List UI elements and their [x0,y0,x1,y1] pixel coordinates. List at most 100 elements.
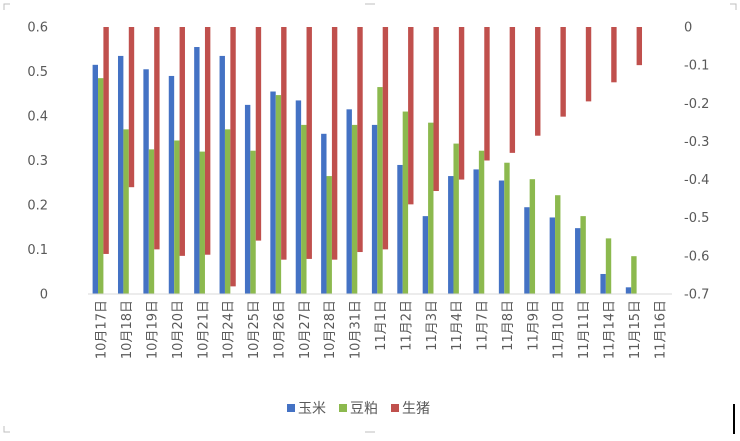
left-tick-label: 0.4 [27,110,48,125]
category-label: 10月20日 [171,300,186,359]
bar-玉米-10月20日 [168,75,175,294]
bar-豆粕-11月15日 [631,256,637,294]
bar-豆粕-10月19日 [148,149,155,294]
bar-生猪-10月17日 [103,27,109,254]
bar-豆粕-11月3日 [428,122,434,294]
bar-玉米-11月9日 [524,207,530,294]
bar-豆粕-10月20日 [174,140,180,294]
category-label: 10月26日 [272,300,287,359]
category-label: 11月14日 [603,300,618,359]
legend-label-豆粕: 豆粕 [350,401,378,417]
bar-豆粕-10月18日 [123,129,129,294]
bar-玉米-11月3日 [422,216,429,295]
category-label: 10月17日 [95,300,110,359]
left-tick-label: 0 [40,288,48,303]
bars-layer [92,27,643,295]
bar-豆粕-10月27日 [301,124,307,295]
bar-生猪-11月8日 [509,27,516,153]
bar-豆粕-10月24日 [224,129,231,294]
category-label: 11月1日 [374,300,389,351]
bar-玉米-11月4日 [448,176,454,294]
bar-豆粕-10月17日 [98,78,104,294]
bar-豆粕-11月4日 [453,143,459,294]
left-tick-label: 0.5 [27,65,48,80]
category-label: 10月18日 [120,300,135,359]
right-tick-label: -0.3 [684,135,709,150]
bar-玉米-10月31日 [346,109,352,294]
bar-生猪-10月31日 [357,27,363,253]
bar-玉米-11月8日 [498,180,505,294]
right-tick-label: 0 [684,21,692,36]
category-label: 11月2日 [399,300,414,351]
bar-玉米-10月18日 [117,55,124,294]
bar-生猪-11月3日 [433,27,439,192]
left-tick-label: 0.2 [27,199,48,214]
category-label: 11月16日 [653,300,668,359]
left-tick-label: 0.6 [27,21,48,36]
bar-生猪-10月28日 [331,27,338,260]
category-label: 11月7日 [476,300,491,351]
bar-豆粕-10月26日 [275,95,282,294]
category-label: 10月19日 [146,300,161,359]
bar-玉米-10月28日 [321,133,327,294]
bar-生猪-10月25日 [255,27,262,241]
bar-玉米-10月17日 [92,64,98,294]
bar-玉米-10月25日 [244,104,251,295]
category-label: 10月27日 [298,300,313,359]
category-label: 10月25日 [247,300,262,359]
legend-swatch-生猪 [391,404,399,412]
bar-生猪-10月20日 [179,27,185,256]
bar-玉米-11月7日 [473,169,479,294]
legend-swatch-豆粕 [339,404,347,412]
bar-玉米-10月19日 [143,69,149,294]
category-label: 10月24日 [222,300,237,359]
legend-swatch-玉米 [287,404,295,412]
bar-豆粕-11月14日 [605,238,612,295]
bar-豆粕-10月31日 [351,124,358,295]
right-tick-label: -0.5 [684,211,709,226]
category-label: 11月10日 [552,300,567,359]
right-tick-label: -0.4 [684,173,709,188]
bar-豆粕-10月28日 [326,176,332,294]
bar-玉米-10月24日 [219,55,225,294]
bar-玉米-10月21日 [194,47,200,294]
left-tick-label: 0.1 [27,243,48,258]
frame-edge-mark [733,404,735,434]
bar-豆粕-11月2日 [402,111,409,294]
bar-生猪-10月18日 [128,27,135,188]
legend-label-玉米: 玉米 [298,401,326,417]
bar-豆粕-10月25日 [250,150,256,294]
bar-生猪-11月4日 [458,27,465,180]
right-tick-label: -0.2 [684,97,709,112]
left-tick-label: 0.3 [27,154,48,169]
bar-生猪-10月19日 [154,27,160,250]
right-axis-tick-labels: -0.7 -0.6 -0.5 -0.4 -0.3 -0.2 -0.1 0 [684,21,709,303]
bar-生猪-11月10日 [560,27,566,117]
category-label: 10月28日 [323,300,338,359]
bar-玉米-11月11日 [575,228,581,294]
bar-生猪-11月9日 [535,27,541,136]
bar-生猪-10月26日 [281,27,287,260]
bar-生猪-11月2日 [408,27,414,205]
bar-玉米-10月27日 [295,100,302,295]
bar-生猪-11月11日 [585,27,592,102]
category-label: 11月8日 [501,300,516,351]
bar-玉米-11月2日 [397,164,403,294]
bar-生猪-11月1日 [382,27,389,250]
category-label: 11月11日 [577,300,592,359]
bar-豆粕-11月1日 [377,87,383,294]
bar-玉米-11月10日 [549,217,556,294]
bar-生猪-10月21日 [204,27,211,255]
bar-生猪-11月15日 [636,27,643,66]
bar-豆粕-11月10日 [555,195,561,294]
bar-玉米-11月1日 [371,124,378,295]
bar-玉米-11月15日 [625,287,632,294]
bar-玉米-11月14日 [600,273,606,294]
bar-豆粕-11月9日 [529,179,536,294]
legend: 玉米 豆粕 生猪 [287,401,430,417]
bar-豆粕-11月8日 [504,162,510,294]
frame-corner-marks [3,3,737,433]
category-label: 11月3日 [425,300,440,351]
bar-豆粕-11月11日 [580,216,586,295]
